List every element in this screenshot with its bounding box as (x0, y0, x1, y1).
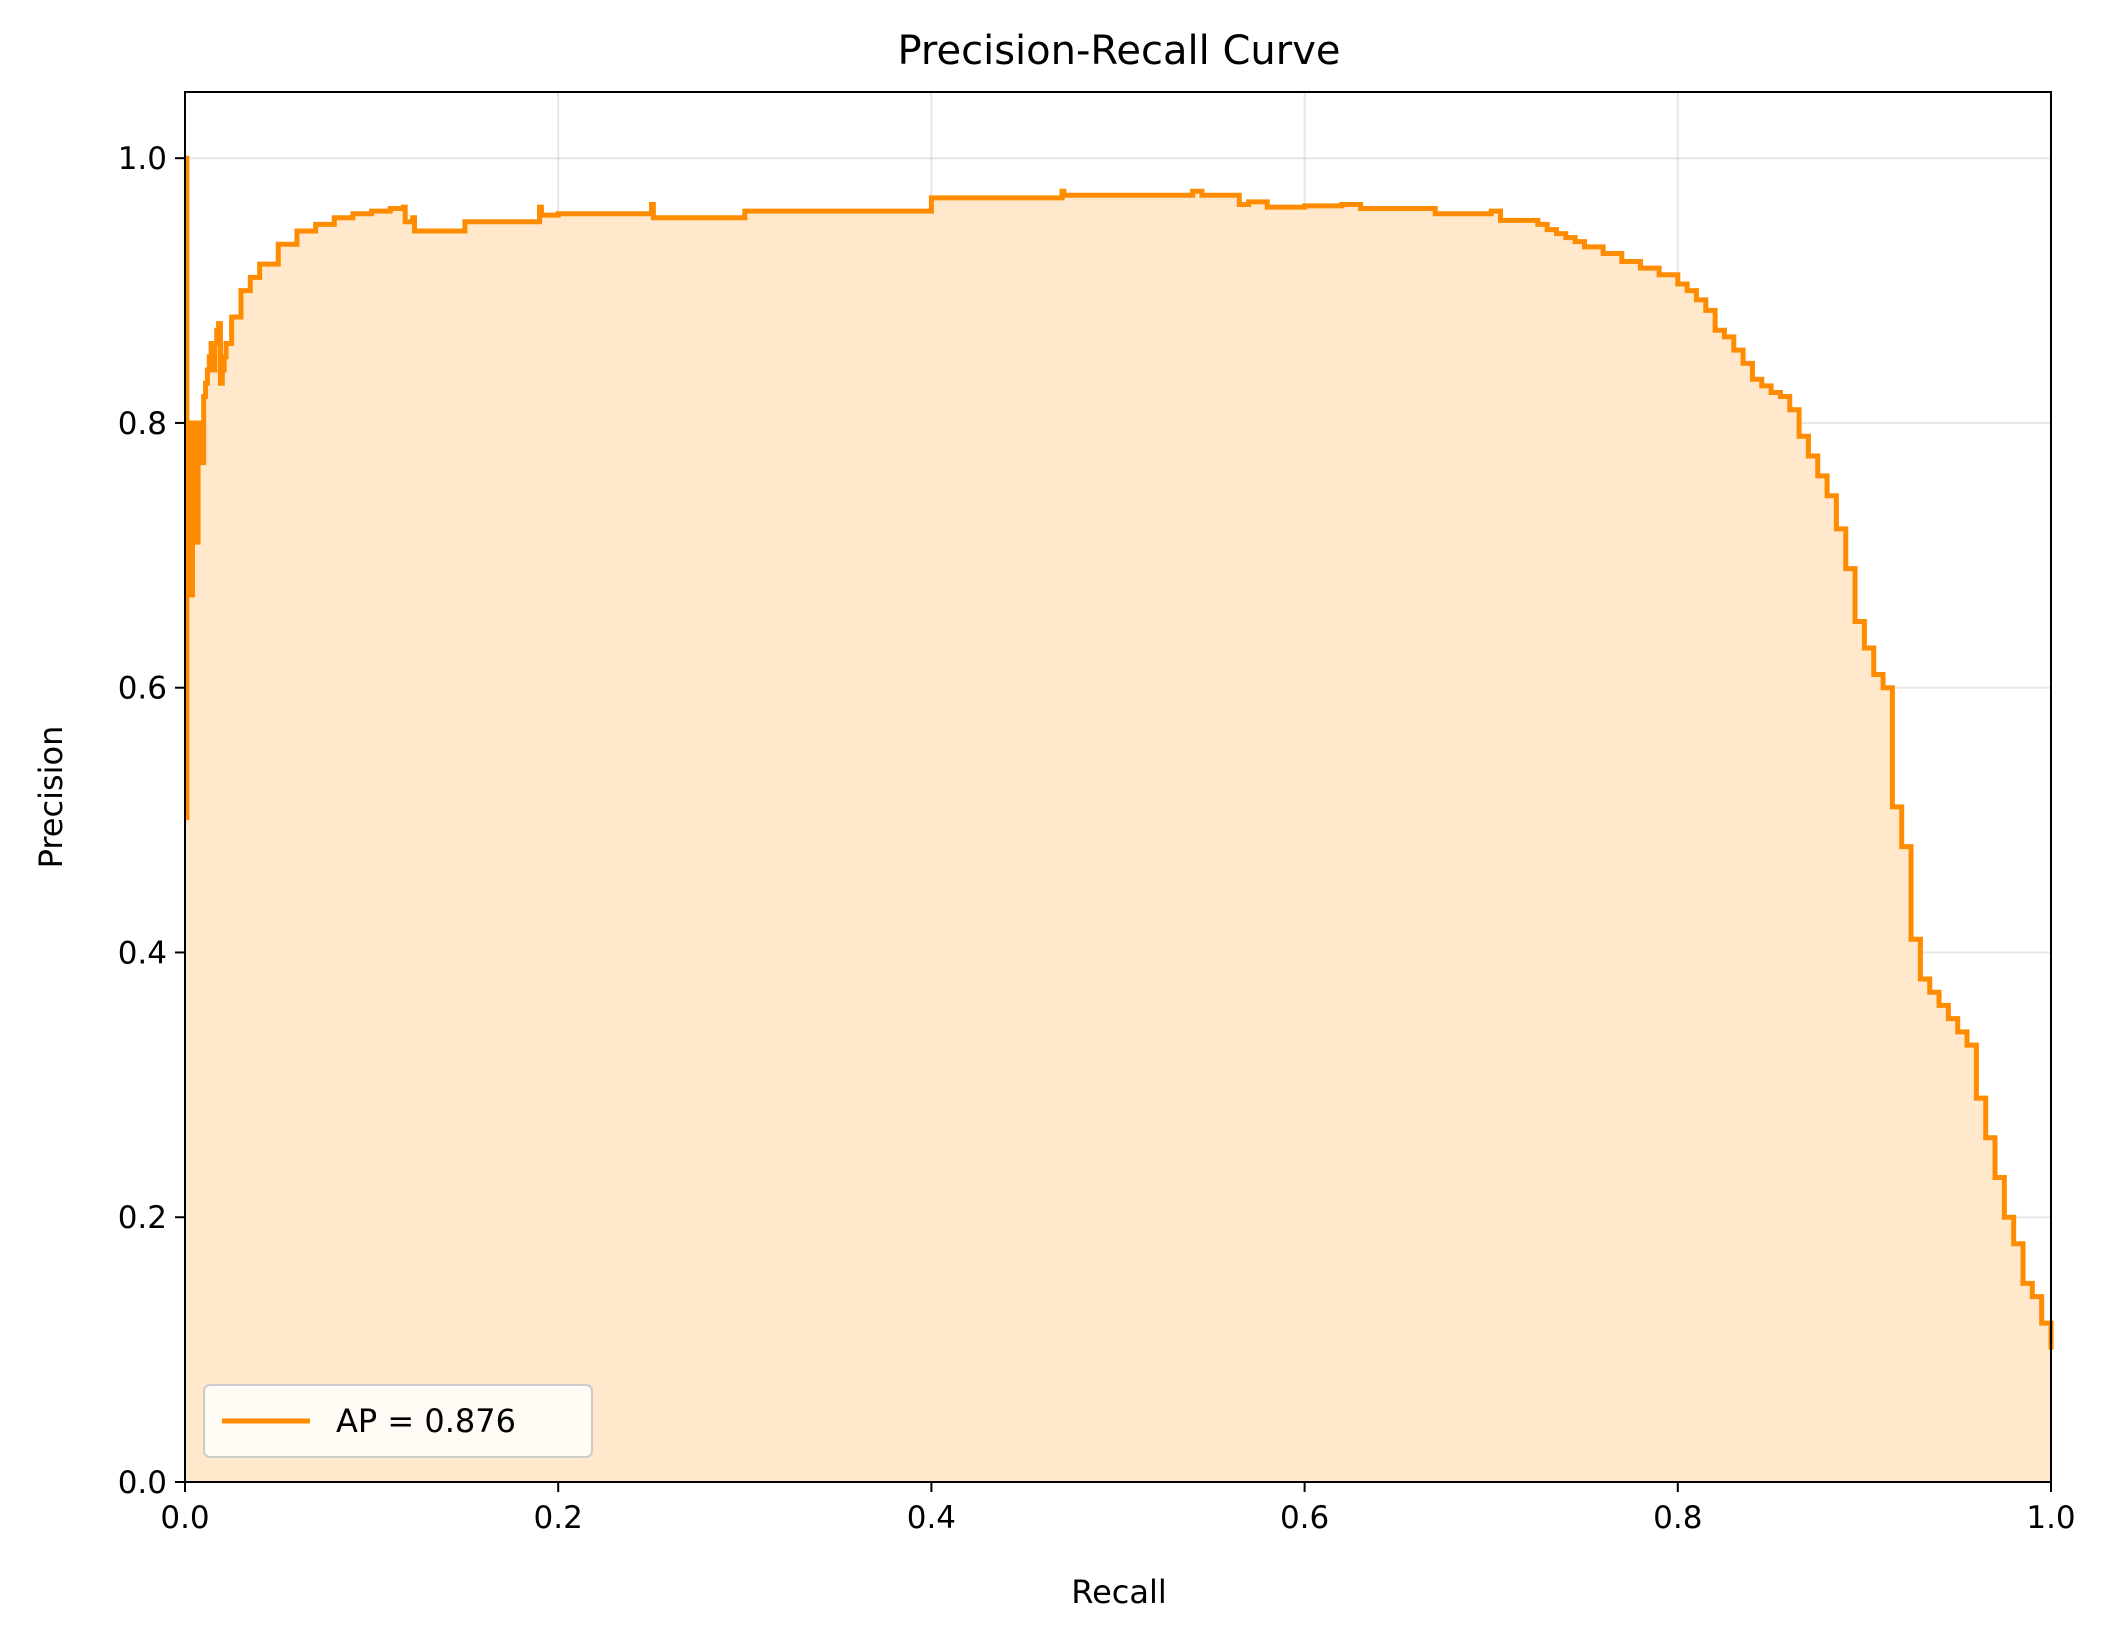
x-axis-ticks: 0.0 0.2 0.4 0.6 0.8 1.0 (160, 1482, 2076, 1536)
y-tick-label: 1.0 (118, 141, 167, 177)
series-line-pr-curve (184, 155, 2054, 1350)
x-tick-label: 1.0 (2026, 1500, 2075, 1536)
area-under-curve (185, 158, 2051, 1483)
legend-entry-label: AP = 0.876 (336, 1402, 516, 1440)
y-tick-label: 0.2 (118, 1200, 167, 1236)
y-tick-label: 0.4 (118, 935, 167, 971)
y-tick-label: 0.8 (118, 406, 167, 442)
x-tick-label: 0.6 (1280, 1500, 1329, 1536)
y-tick-label: 0.6 (118, 671, 167, 707)
legend-box (203, 1384, 593, 1458)
legend: AP = 0.876 (203, 1384, 593, 1458)
plot-frame (184, 91, 2052, 1483)
chart-title: Precision-Recall Curve (898, 28, 1341, 74)
x-tick-label: 0.8 (1653, 1500, 1702, 1536)
y-axis-label: Precision (32, 726, 70, 869)
x-tick-label: 0.2 (534, 1500, 583, 1536)
x-tick-label: 0.4 (907, 1500, 956, 1536)
x-tick-label: 0.0 (160, 1500, 209, 1536)
y-tick-label: 0.0 (118, 1465, 167, 1501)
x-axis-label: Recall (1071, 1573, 1166, 1611)
y-axis-ticks: 0.0 0.2 0.4 0.6 0.8 1.0 (118, 141, 185, 1501)
